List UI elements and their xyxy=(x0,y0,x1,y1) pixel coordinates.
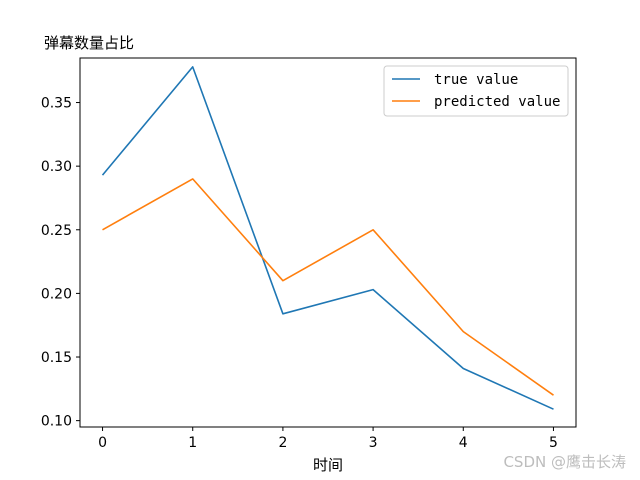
y-tick-label: 0.35 xyxy=(41,96,72,112)
series-line-1 xyxy=(102,178,554,396)
x-tick-label: 0 xyxy=(98,435,107,451)
x-tick-label: 2 xyxy=(278,435,287,451)
y-tick-label: 0.10 xyxy=(41,414,72,430)
plot-area xyxy=(101,66,554,410)
x-tick-label: 5 xyxy=(549,435,558,451)
x-tick-label: 4 xyxy=(459,435,468,451)
x-axis: 0 1 2 3 4 5 xyxy=(98,427,558,451)
y-tick-label: 0.15 xyxy=(41,350,72,366)
y-tick-label: 0.25 xyxy=(41,223,72,239)
legend-label-0: true value xyxy=(434,72,518,88)
y-tick-label: 0.30 xyxy=(41,159,72,175)
x-tick-label: 3 xyxy=(369,435,378,451)
x-tick-label: 1 xyxy=(188,435,197,451)
watermark: CSDN @鹰击长涛 xyxy=(503,453,626,471)
axes-frame xyxy=(79,57,577,428)
y-tick-label: 0.20 xyxy=(41,286,72,302)
legend-label-1: predicted value xyxy=(434,94,560,110)
legend-box xyxy=(383,65,569,117)
legend: true value predicted value xyxy=(383,65,569,117)
series-line-0 xyxy=(101,66,554,410)
y-axis: 0.10 0.15 0.20 0.25 0.30 0.35 xyxy=(41,96,80,430)
x-axis-label: 时间 xyxy=(313,456,343,474)
chart-title: 弹幕数量占比 xyxy=(44,34,134,52)
